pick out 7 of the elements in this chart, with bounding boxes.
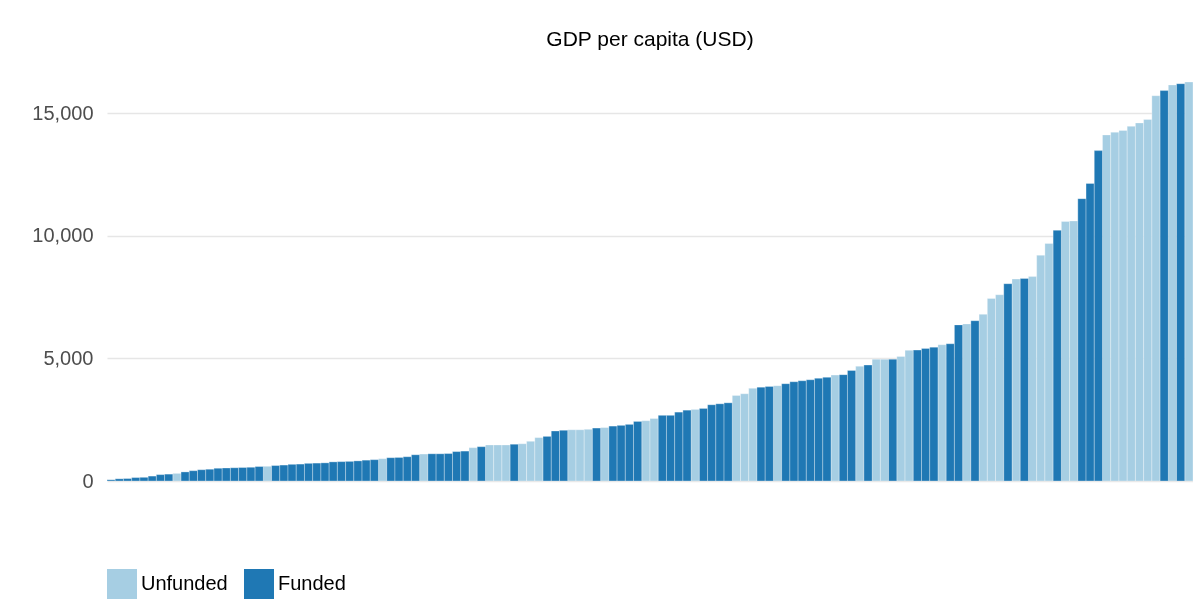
y-tick-label: 15,000	[32, 101, 94, 124]
y-tick-label: 10,000	[32, 224, 94, 247]
chart-title: GDP per capita (USD)	[546, 26, 754, 50]
y-tick-label: 0	[82, 469, 94, 492]
legend-label: Unfunded	[141, 572, 228, 594]
y-tick-label: 5,000	[43, 346, 94, 369]
legend-label: Funded	[278, 572, 346, 594]
